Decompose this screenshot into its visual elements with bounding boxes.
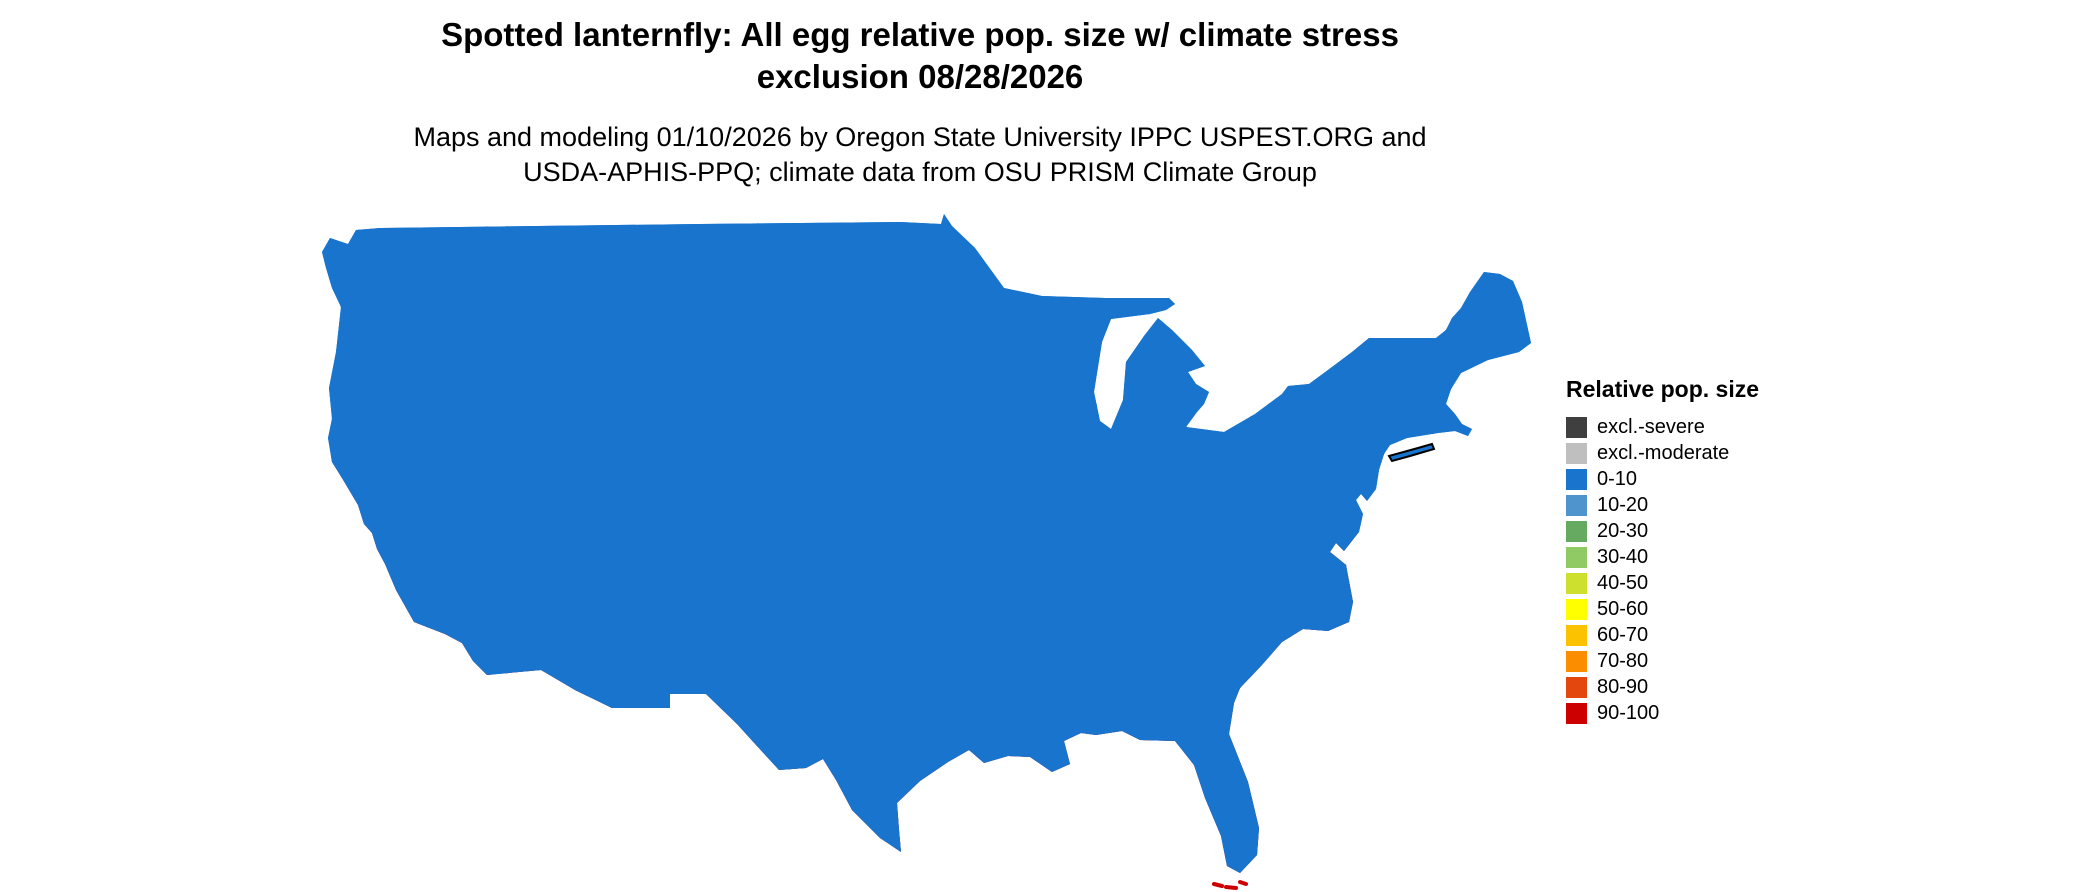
legend-item: 70-80 [1566, 651, 1866, 672]
legend-swatch [1566, 677, 1587, 698]
legend-label: 20-30 [1597, 520, 1649, 542]
legend-item: excl.-moderate [1566, 443, 1866, 464]
subtitle-line-1: Maps and modeling 01/10/2026 by Oregon S… [413, 122, 1427, 152]
legend-label: 50-60 [1597, 598, 1649, 620]
legend-swatch [1566, 443, 1587, 464]
legend-label: 80-90 [1597, 676, 1649, 698]
legend-item: 10-20 [1566, 495, 1866, 516]
title-line-2: exclusion 08/28/2026 [756, 58, 1084, 95]
legend-item: 60-70 [1566, 625, 1866, 646]
us-outline [320, 212, 1533, 875]
legend-swatch [1566, 599, 1587, 620]
legend-swatch [1566, 417, 1587, 438]
legend-label: excl.-moderate [1597, 442, 1730, 464]
legend-label: excl.-severe [1597, 416, 1705, 438]
page-subtitle: Maps and modeling 01/10/2026 by Oregon S… [270, 120, 1570, 190]
legend-label: 30-40 [1597, 546, 1649, 568]
legend-items: excl.-severe excl.-moderate 0-10 10-20 20-30… [1566, 417, 1866, 724]
legend-item: 20-30 [1566, 521, 1866, 542]
legend-item: excl.-severe [1566, 417, 1866, 438]
legend-swatch [1566, 573, 1587, 594]
long-island [1387, 442, 1436, 463]
legend-item: 30-40 [1566, 547, 1866, 568]
legend-item: 0-10 [1566, 469, 1866, 490]
subtitle-line-2: USDA-APHIS-PPQ; climate data from OSU PR… [523, 157, 1317, 187]
legend-label: 40-50 [1597, 572, 1649, 594]
legend-item: 80-90 [1566, 677, 1866, 698]
legend-label: 60-70 [1597, 624, 1649, 646]
legend-label: 0-10 [1597, 468, 1638, 490]
legend-item: 90-100 [1566, 703, 1866, 724]
legend-swatch [1566, 547, 1587, 568]
florida-keys [1212, 880, 1248, 890]
legend-label: 90-100 [1597, 702, 1660, 724]
legend-swatch [1566, 651, 1587, 672]
title-block: Spotted lanternfly: All egg relative pop… [270, 14, 1570, 190]
legend-swatch [1566, 469, 1587, 490]
legend-swatch [1566, 495, 1587, 516]
title-line-1: Spotted lanternfly: All egg relative pop… [441, 16, 1399, 53]
legend-label: 70-80 [1597, 650, 1649, 672]
page-title: Spotted lanternfly: All egg relative pop… [270, 14, 1570, 98]
legend-item: 50-60 [1566, 599, 1866, 620]
map-legend: Relative pop. size excl.-severe excl.-mod… [1566, 376, 1866, 729]
legend-label: 10-20 [1597, 494, 1649, 516]
legend-item: 40-50 [1566, 573, 1866, 594]
legend-title: Relative pop. size [1566, 376, 1760, 402]
legend-swatch [1566, 625, 1587, 646]
legend-swatch [1566, 521, 1587, 542]
legend-swatch [1566, 703, 1587, 724]
